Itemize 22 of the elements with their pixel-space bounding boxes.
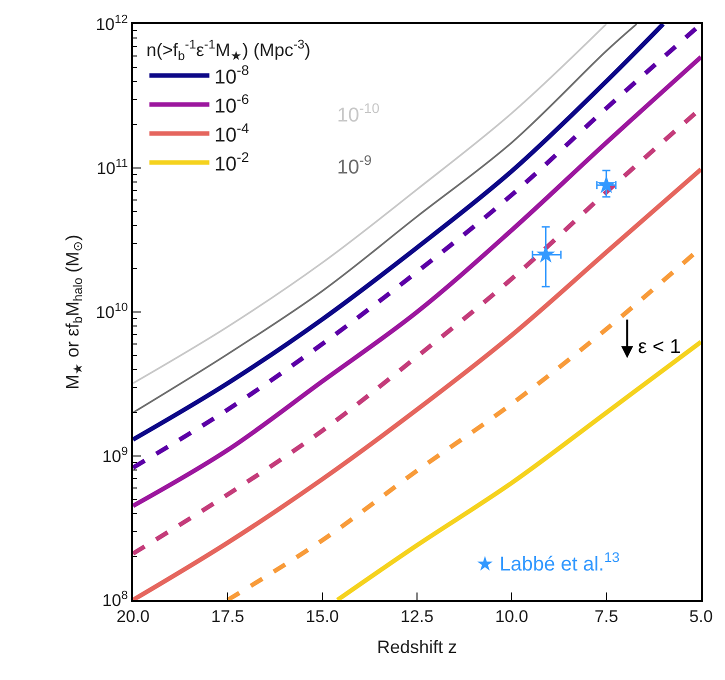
legend-label: 10$^{-2}$ <box>214 148 250 176</box>
y-tick-label: 10$^{8}$ <box>102 588 128 610</box>
text: ★ Labbé et al.$^{13}$ <box>476 549 620 576</box>
text: 10$^{-9}$ <box>337 152 372 178</box>
legend-label: 10$^{-4}$ <box>214 120 250 146</box>
x-tick-label: 17.5 <box>211 607 244 626</box>
y-tick-label: 10$^{11}$ <box>96 156 128 178</box>
line-series <box>335 340 701 600</box>
x-tick-label: 5.0 <box>689 607 713 626</box>
x-tick-label: 7.5 <box>594 607 618 626</box>
x-tick-label: 10.0 <box>495 607 528 626</box>
x-tick-label: 15.0 <box>306 607 339 626</box>
text: n(>f$_{b}$$^{-1}$ε$^{-1}$M$_{★}$) (Mpc$^{-3}$) <box>146 37 311 63</box>
y-tick-label: 10$^{9}$ <box>102 444 128 466</box>
legend-label: 10$^{-6}$ <box>214 90 250 118</box>
x-axis-title: Redshift z <box>376 636 458 657</box>
annotation: ε < 1 <box>638 336 681 358</box>
y-tick-label: 10$^{10}$ <box>96 300 128 322</box>
legend-label: 10$^{-8}$ <box>214 62 250 88</box>
x-tick-label: 12.5 <box>400 607 434 626</box>
y-tick-label: 10$^{12}$ <box>96 12 128 34</box>
x-tick-label: 20.0 <box>116 607 150 626</box>
